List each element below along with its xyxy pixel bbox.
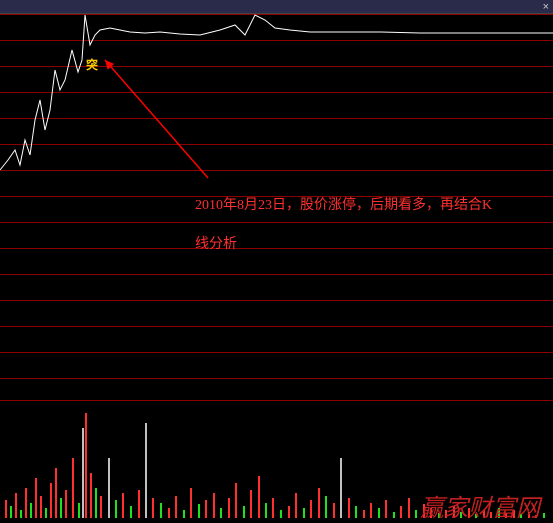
volume-bar bbox=[85, 413, 87, 518]
volume-bar bbox=[265, 503, 267, 518]
volume-bar bbox=[220, 508, 222, 518]
volume-bar bbox=[228, 498, 230, 518]
volume-bar bbox=[333, 503, 335, 518]
volume-bar bbox=[35, 478, 37, 518]
volume-bar bbox=[115, 500, 117, 518]
volume-bar bbox=[205, 500, 207, 518]
volume-bar bbox=[258, 476, 260, 518]
volume-bar bbox=[348, 498, 350, 518]
stock-chart: × 突 2010年8月23日，股价涨停，后期看多，再结合K 线分析 赢家财富网 bbox=[0, 0, 553, 518]
volume-bar bbox=[363, 510, 365, 518]
volume-bar bbox=[10, 506, 12, 518]
volume-bar bbox=[280, 510, 282, 518]
volume-bar bbox=[198, 504, 200, 518]
volume-bar bbox=[355, 506, 357, 518]
volume-bar bbox=[213, 493, 215, 518]
volume-bar bbox=[40, 496, 42, 518]
volume-bar bbox=[310, 500, 312, 518]
volume-bar bbox=[90, 473, 92, 518]
volume-bar bbox=[318, 488, 320, 518]
volume-bar bbox=[130, 506, 132, 518]
volume-bar bbox=[370, 503, 372, 518]
volume-bar bbox=[235, 483, 237, 518]
volume-bar bbox=[72, 458, 74, 518]
volume-bar bbox=[288, 506, 290, 518]
annotation-line-2: 线分析 bbox=[195, 237, 237, 252]
volume-bar bbox=[78, 503, 80, 518]
volume-bar bbox=[385, 500, 387, 518]
volume-bar bbox=[340, 458, 342, 518]
breakout-marker: 突 bbox=[86, 56, 98, 73]
volume-bar bbox=[30, 503, 32, 518]
volume-bar bbox=[175, 496, 177, 518]
volume-bar bbox=[295, 493, 297, 518]
volume-bar bbox=[303, 508, 305, 518]
volume-bar bbox=[45, 508, 47, 518]
volume-bar bbox=[60, 498, 62, 518]
volume-bar bbox=[400, 506, 402, 518]
volume-bar bbox=[145, 423, 147, 518]
volume-bar bbox=[100, 496, 102, 518]
volume-bar bbox=[415, 510, 417, 518]
volume-bar bbox=[82, 428, 84, 518]
annotation-line-1: 2010年8月23日，股价涨停，后期看多，再结合K bbox=[195, 198, 492, 213]
volume-bar bbox=[325, 496, 327, 518]
volume-bar bbox=[168, 508, 170, 518]
volume-bar bbox=[65, 490, 67, 518]
volume-bar bbox=[152, 498, 154, 518]
volume-bar bbox=[5, 500, 7, 518]
volume-bar bbox=[20, 510, 22, 518]
volume-bar bbox=[190, 488, 192, 518]
volume-bar bbox=[272, 498, 274, 518]
volume-bar bbox=[250, 490, 252, 518]
volume-bar bbox=[108, 458, 110, 518]
volume-bar bbox=[138, 490, 140, 518]
volume-bar bbox=[50, 483, 52, 518]
volume-bar bbox=[543, 513, 545, 518]
volume-bar bbox=[95, 488, 97, 518]
volume-bar bbox=[25, 488, 27, 518]
volume-bar bbox=[160, 503, 162, 518]
volume-bar bbox=[183, 510, 185, 518]
volume-bar bbox=[393, 512, 395, 518]
volume-bar bbox=[243, 506, 245, 518]
volume-bar bbox=[122, 493, 124, 518]
volume-bar bbox=[378, 508, 380, 518]
annotation-text: 2010年8月23日，股价涨停，后期看多，再结合K 线分析 bbox=[195, 176, 492, 254]
volume-bar bbox=[15, 493, 17, 518]
volume-bar bbox=[408, 498, 410, 518]
volume-bar bbox=[55, 468, 57, 518]
